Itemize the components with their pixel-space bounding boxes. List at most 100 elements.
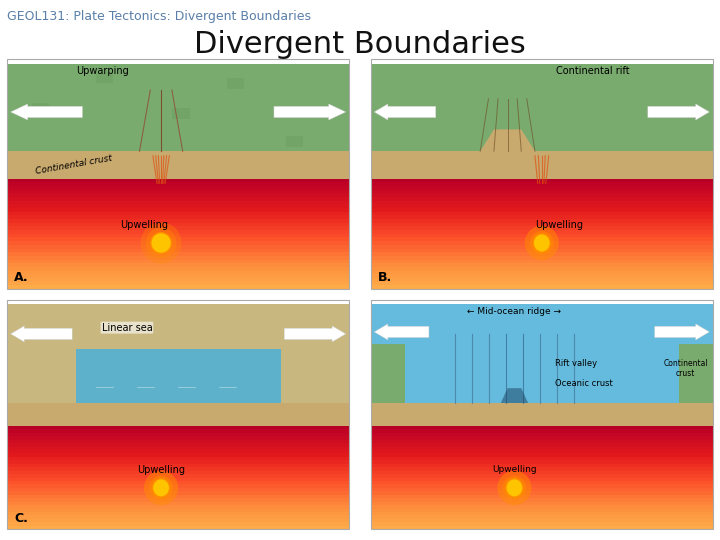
Bar bbox=[7, 208, 349, 212]
Bar bbox=[7, 197, 349, 201]
Bar bbox=[7, 245, 349, 248]
Bar bbox=[371, 457, 713, 460]
Bar bbox=[371, 64, 713, 151]
Ellipse shape bbox=[498, 471, 531, 505]
Bar bbox=[371, 179, 713, 183]
Bar bbox=[371, 460, 713, 464]
Bar bbox=[7, 440, 349, 443]
Bar bbox=[286, 136, 302, 147]
Bar bbox=[371, 509, 713, 512]
Bar bbox=[371, 226, 713, 230]
Bar bbox=[7, 248, 349, 252]
Ellipse shape bbox=[145, 227, 176, 259]
Bar bbox=[371, 481, 713, 484]
Bar bbox=[371, 495, 713, 498]
Bar bbox=[7, 505, 349, 509]
Polygon shape bbox=[374, 324, 429, 340]
Bar bbox=[371, 223, 713, 226]
Bar bbox=[7, 190, 349, 193]
Bar bbox=[32, 103, 50, 113]
Bar bbox=[371, 440, 713, 443]
Bar bbox=[371, 429, 713, 433]
Bar bbox=[371, 245, 713, 248]
Bar bbox=[371, 238, 713, 241]
Ellipse shape bbox=[151, 233, 171, 253]
Bar bbox=[7, 426, 349, 429]
Bar bbox=[371, 215, 713, 219]
Ellipse shape bbox=[140, 222, 181, 264]
Bar bbox=[371, 477, 713, 481]
Bar bbox=[371, 281, 713, 285]
Bar bbox=[96, 72, 113, 83]
Bar bbox=[371, 474, 713, 477]
Bar bbox=[7, 484, 349, 488]
Text: GEOL131: Plate Tectonics: Divergent Boundaries: GEOL131: Plate Tectonics: Divergent Boun… bbox=[7, 10, 311, 23]
Bar bbox=[371, 443, 713, 447]
Bar bbox=[371, 234, 713, 238]
Ellipse shape bbox=[508, 481, 521, 495]
Bar bbox=[76, 349, 281, 403]
Bar bbox=[371, 263, 713, 267]
Polygon shape bbox=[7, 151, 349, 179]
Bar bbox=[7, 267, 349, 271]
Bar bbox=[7, 271, 349, 274]
Bar bbox=[7, 488, 349, 491]
Bar bbox=[371, 197, 713, 201]
Text: ← Mid-ocean ridge →: ← Mid-ocean ridge → bbox=[467, 307, 562, 315]
Bar bbox=[371, 526, 713, 529]
Bar bbox=[371, 505, 713, 509]
Bar bbox=[228, 78, 244, 89]
Polygon shape bbox=[480, 130, 535, 151]
Bar bbox=[7, 491, 349, 495]
Bar bbox=[7, 263, 349, 267]
Bar bbox=[7, 515, 349, 519]
Bar bbox=[371, 212, 713, 215]
Text: B.: B. bbox=[377, 271, 392, 284]
Bar bbox=[7, 234, 349, 238]
Bar bbox=[7, 226, 349, 230]
Bar bbox=[371, 183, 713, 186]
Bar bbox=[371, 305, 713, 403]
Polygon shape bbox=[648, 104, 709, 120]
Bar bbox=[371, 498, 713, 502]
Polygon shape bbox=[11, 104, 82, 120]
Bar bbox=[7, 238, 349, 241]
Bar bbox=[7, 285, 349, 289]
Ellipse shape bbox=[154, 236, 168, 250]
Text: Linear sea: Linear sea bbox=[102, 322, 152, 333]
Bar bbox=[371, 274, 713, 278]
Bar bbox=[7, 403, 349, 426]
Bar bbox=[7, 495, 349, 498]
Bar bbox=[7, 278, 349, 281]
Bar bbox=[371, 519, 713, 522]
Bar bbox=[7, 474, 349, 477]
Text: Upwelling: Upwelling bbox=[120, 220, 168, 229]
Bar bbox=[7, 300, 349, 529]
Bar bbox=[371, 59, 713, 289]
Bar bbox=[7, 471, 349, 474]
Bar bbox=[7, 447, 349, 450]
Bar bbox=[371, 454, 713, 457]
Bar bbox=[371, 403, 713, 426]
Polygon shape bbox=[274, 104, 346, 120]
Ellipse shape bbox=[151, 233, 171, 253]
Bar bbox=[371, 515, 713, 519]
Bar bbox=[7, 212, 349, 215]
Bar bbox=[371, 267, 713, 271]
Bar bbox=[7, 223, 349, 226]
Bar bbox=[7, 274, 349, 278]
Text: Upwelling: Upwelling bbox=[535, 220, 583, 229]
Bar bbox=[7, 460, 349, 464]
Bar bbox=[371, 248, 713, 252]
Bar bbox=[7, 522, 349, 526]
Bar bbox=[371, 300, 713, 529]
Bar bbox=[371, 285, 713, 289]
Bar bbox=[371, 260, 713, 263]
Ellipse shape bbox=[144, 471, 179, 505]
Bar bbox=[7, 201, 349, 205]
Bar bbox=[371, 230, 713, 234]
Polygon shape bbox=[11, 326, 72, 342]
Ellipse shape bbox=[503, 476, 526, 500]
Ellipse shape bbox=[530, 231, 554, 255]
Bar bbox=[7, 230, 349, 234]
